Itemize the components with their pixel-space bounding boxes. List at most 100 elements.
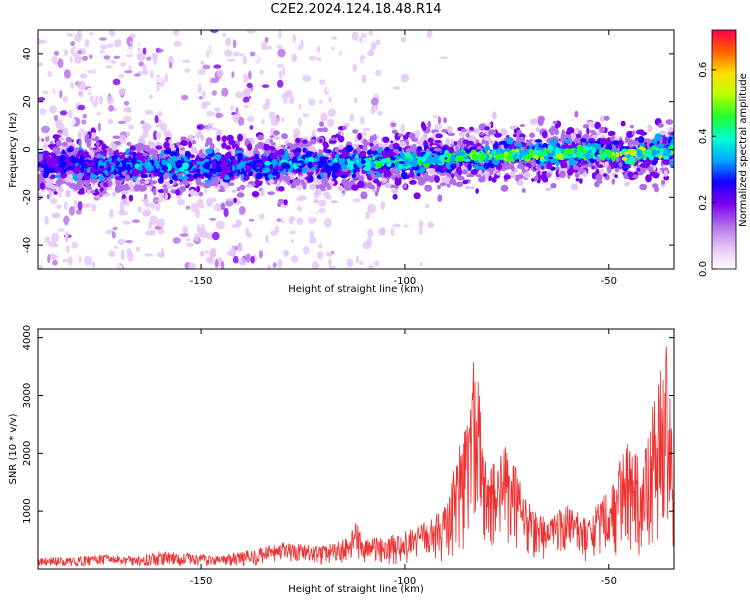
spectral-blob xyxy=(129,40,134,45)
spectral-blob xyxy=(380,56,389,64)
spectral-blob xyxy=(142,125,147,130)
spectral-blob xyxy=(48,190,53,197)
spectral-blob xyxy=(352,129,359,134)
spectral-blob xyxy=(41,138,45,142)
spectral-blob xyxy=(164,88,173,99)
spectral-blob xyxy=(278,30,282,39)
spectral-blob xyxy=(359,37,363,42)
spectral-blob xyxy=(38,62,44,67)
spectral-blob xyxy=(183,68,191,73)
spectral-blob xyxy=(451,173,455,179)
spectral-blob xyxy=(245,253,251,263)
spectral-blob xyxy=(89,31,94,36)
spectral-blob xyxy=(54,119,63,127)
spectral-blob xyxy=(297,117,302,127)
spectral-blob xyxy=(123,100,130,106)
spectral-blob xyxy=(152,188,157,195)
spectral-blob xyxy=(154,115,159,124)
spectral-blob xyxy=(185,205,191,210)
spectral-blob xyxy=(375,69,382,77)
spectral-blob xyxy=(311,73,316,81)
spectral-blob xyxy=(107,179,113,187)
spectral-blob xyxy=(113,263,123,269)
spectral-blob xyxy=(38,184,41,191)
spectral-blob xyxy=(427,120,432,129)
spectral-blob xyxy=(392,223,401,228)
spectral-blob xyxy=(310,45,316,55)
spectral-blob xyxy=(525,163,532,166)
spectral-blob xyxy=(187,262,196,269)
spectral-blob xyxy=(95,96,99,102)
spectral-blob xyxy=(270,83,276,91)
spectral-blob xyxy=(487,175,493,182)
spectral-blob xyxy=(95,188,99,194)
spectral-blob xyxy=(188,134,194,140)
spectral-blob xyxy=(212,46,217,55)
spectral-blob xyxy=(392,193,398,200)
spectral-blob xyxy=(247,116,255,123)
spectral-blob xyxy=(337,185,344,192)
spectral-blob xyxy=(161,262,169,269)
spectral-blob xyxy=(290,239,294,243)
spectral-blob xyxy=(470,185,475,190)
spectral-blob xyxy=(168,62,173,69)
spectral-blob xyxy=(204,179,212,184)
spectral-blob xyxy=(167,113,172,120)
spectral-blob xyxy=(360,116,365,125)
spectral-blob xyxy=(599,169,605,175)
spectral-blob xyxy=(120,249,125,260)
spectral-blob xyxy=(266,45,273,50)
spectral-blob xyxy=(353,97,358,104)
spectral-blob xyxy=(199,229,208,239)
spectral-blob xyxy=(226,250,234,256)
spectral-blob xyxy=(309,175,314,183)
spectral-blob xyxy=(112,135,120,139)
spectral-blob xyxy=(652,164,657,171)
spectral-blob xyxy=(52,259,58,266)
spectral-blob xyxy=(220,173,225,180)
spectral-blob xyxy=(239,76,245,82)
spectral-blob xyxy=(226,58,236,62)
spectral-blob xyxy=(526,139,529,144)
spectral-blob xyxy=(421,123,427,131)
spectral-blob xyxy=(197,198,204,208)
spectral-blob xyxy=(156,218,165,228)
spectral-blob xyxy=(245,89,254,93)
spectral-blob xyxy=(276,79,284,88)
spectral-blob xyxy=(400,36,407,43)
spectral-blob xyxy=(164,148,172,155)
spectral-blob xyxy=(209,30,219,33)
spectral-blob xyxy=(351,31,359,41)
spectral-blob xyxy=(408,177,413,181)
spectral-blob xyxy=(397,215,405,224)
spectral-blob xyxy=(124,183,129,191)
spectral-blob xyxy=(254,53,260,62)
spectral-blob xyxy=(328,96,333,103)
spectral-blob xyxy=(377,110,383,116)
spectral-blob xyxy=(272,262,277,268)
spectral-blob xyxy=(120,62,127,67)
spectral-blob xyxy=(232,113,240,123)
spectral-blob xyxy=(231,150,236,156)
spectral-blob xyxy=(232,255,239,264)
spectral-blob xyxy=(533,175,539,182)
spectral-blob xyxy=(517,174,524,180)
spectral-blob xyxy=(213,64,222,69)
spectral-blob xyxy=(309,184,317,190)
spectral-blob xyxy=(278,70,283,79)
spectral-blob xyxy=(82,203,92,209)
spectral-blob xyxy=(357,132,362,141)
spectral-blob xyxy=(77,80,87,91)
spectral-blob xyxy=(179,233,189,238)
spectral-blob xyxy=(540,174,547,180)
spectral-blob xyxy=(71,241,78,249)
spectral-blob xyxy=(265,97,271,107)
spectral-blob xyxy=(273,130,280,136)
spectral-blob xyxy=(74,48,78,53)
spectral-blob xyxy=(250,255,255,264)
spectral-blob xyxy=(49,197,58,205)
spectral-blob xyxy=(298,103,302,110)
spectral-blob xyxy=(99,50,105,54)
spectral-blob xyxy=(285,71,289,75)
